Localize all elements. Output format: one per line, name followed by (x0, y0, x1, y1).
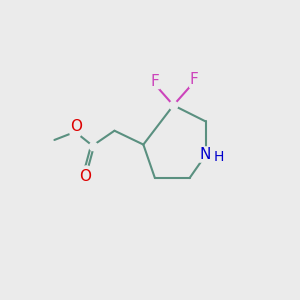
Text: O: O (80, 169, 92, 184)
Text: H: H (213, 150, 224, 164)
Text: O: O (70, 119, 83, 134)
Text: N: N (200, 147, 211, 162)
Text: F: F (151, 74, 159, 88)
Text: F: F (190, 72, 199, 87)
